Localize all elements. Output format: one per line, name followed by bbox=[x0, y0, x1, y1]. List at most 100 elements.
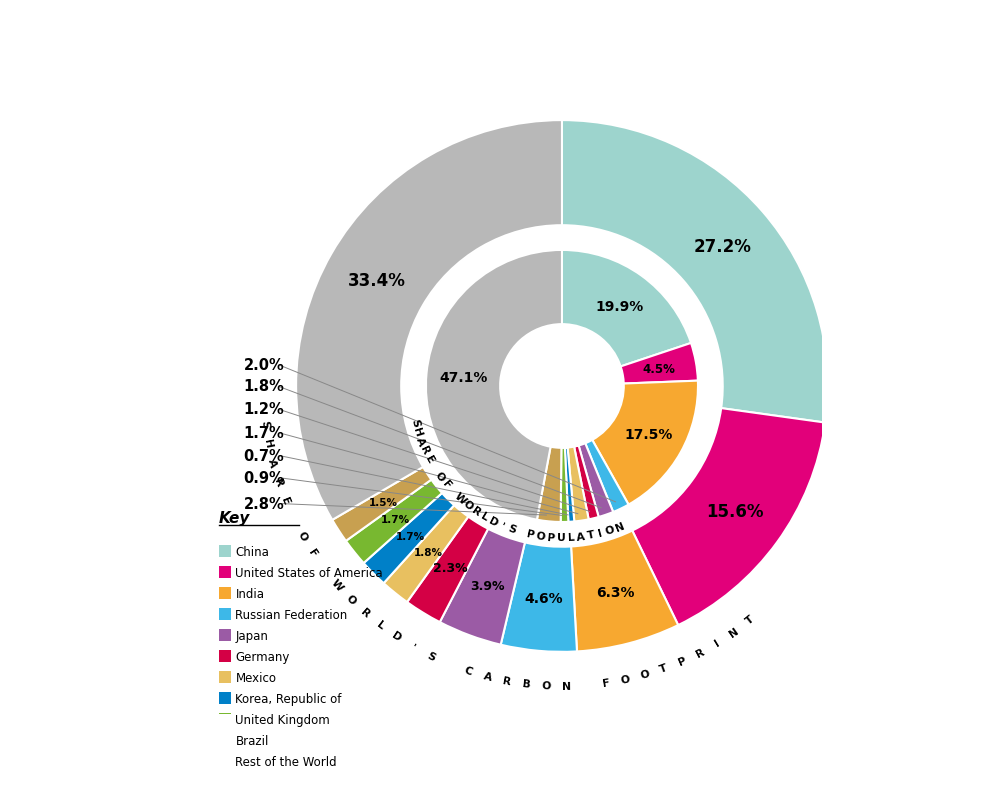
Text: 1.5%: 1.5% bbox=[368, 497, 397, 508]
Bar bbox=[219, 566, 231, 578]
Text: Japan: Japan bbox=[235, 629, 268, 642]
Text: ': ' bbox=[410, 642, 418, 652]
Text: S: S bbox=[409, 417, 420, 427]
Text: O: O bbox=[433, 470, 447, 483]
Text: R: R bbox=[272, 476, 284, 488]
Text: 4.5%: 4.5% bbox=[643, 363, 676, 375]
Text: E: E bbox=[279, 496, 291, 506]
Bar bbox=[219, 650, 231, 662]
Text: D: D bbox=[487, 515, 500, 528]
Bar bbox=[219, 692, 231, 704]
Text: H: H bbox=[262, 438, 273, 449]
Text: R: R bbox=[470, 504, 482, 517]
Text: 0.7%: 0.7% bbox=[244, 448, 284, 463]
Text: 1.8%: 1.8% bbox=[244, 379, 284, 394]
Text: L: L bbox=[375, 619, 386, 631]
Text: 1.7%: 1.7% bbox=[381, 515, 410, 525]
Wedge shape bbox=[592, 381, 698, 505]
Text: S: S bbox=[426, 650, 437, 662]
Text: Korea, Republic of: Korea, Republic of bbox=[235, 692, 342, 705]
Text: 17.5%: 17.5% bbox=[624, 427, 672, 442]
Text: 1.8%: 1.8% bbox=[414, 547, 443, 557]
Text: Mexico: Mexico bbox=[235, 670, 276, 684]
Wedge shape bbox=[501, 543, 577, 652]
Wedge shape bbox=[632, 408, 825, 626]
Bar bbox=[219, 713, 231, 726]
Text: R: R bbox=[502, 675, 512, 687]
Wedge shape bbox=[565, 448, 574, 522]
Wedge shape bbox=[579, 444, 613, 517]
Text: 2.8%: 2.8% bbox=[244, 496, 284, 512]
Wedge shape bbox=[585, 440, 629, 512]
Text: T: T bbox=[744, 614, 756, 626]
Wedge shape bbox=[571, 531, 678, 651]
Wedge shape bbox=[562, 121, 828, 423]
Text: 1.7%: 1.7% bbox=[244, 425, 284, 440]
Text: 47.1%: 47.1% bbox=[439, 371, 488, 384]
Text: C: C bbox=[463, 665, 474, 677]
Text: 3.9%: 3.9% bbox=[471, 580, 505, 593]
Text: O: O bbox=[344, 592, 357, 606]
Wedge shape bbox=[440, 529, 525, 645]
Text: D: D bbox=[390, 630, 403, 643]
Text: United States of America: United States of America bbox=[235, 566, 383, 579]
Text: F: F bbox=[440, 478, 452, 490]
Text: P: P bbox=[676, 654, 688, 667]
Text: W: W bbox=[452, 491, 468, 506]
Text: F: F bbox=[601, 678, 610, 688]
Text: R: R bbox=[694, 646, 706, 658]
Text: 15.6%: 15.6% bbox=[706, 503, 763, 520]
Text: S: S bbox=[506, 523, 517, 535]
Text: O: O bbox=[620, 674, 631, 685]
Text: O: O bbox=[296, 530, 309, 543]
Text: L: L bbox=[567, 533, 575, 543]
Text: A: A bbox=[576, 531, 586, 542]
Text: N: N bbox=[614, 520, 626, 533]
Text: I: I bbox=[713, 638, 722, 648]
Text: A: A bbox=[482, 670, 493, 683]
Text: Russian Federation: Russian Federation bbox=[235, 608, 348, 621]
Bar bbox=[219, 671, 231, 683]
Wedge shape bbox=[562, 250, 691, 367]
Text: 1.7%: 1.7% bbox=[396, 532, 425, 541]
Text: W: W bbox=[329, 577, 345, 593]
Text: O: O bbox=[639, 668, 650, 680]
Text: Rest of the World: Rest of the World bbox=[235, 755, 337, 768]
Bar bbox=[219, 630, 231, 642]
Text: N: N bbox=[562, 681, 571, 691]
Text: L: L bbox=[479, 510, 490, 522]
Wedge shape bbox=[364, 493, 454, 583]
Text: E: E bbox=[423, 454, 435, 465]
Text: T: T bbox=[658, 662, 669, 674]
Wedge shape bbox=[537, 448, 561, 522]
Text: O: O bbox=[604, 524, 616, 536]
Text: H: H bbox=[411, 426, 424, 438]
Text: 1.2%: 1.2% bbox=[244, 402, 284, 417]
Text: P: P bbox=[526, 529, 536, 541]
Text: R: R bbox=[359, 606, 372, 619]
Text: Key: Key bbox=[219, 510, 250, 525]
Text: R: R bbox=[418, 444, 431, 456]
Text: U: U bbox=[556, 533, 565, 543]
Wedge shape bbox=[296, 121, 562, 520]
Text: 6.3%: 6.3% bbox=[596, 585, 635, 600]
Text: P: P bbox=[547, 532, 555, 543]
Text: N: N bbox=[727, 625, 741, 638]
Wedge shape bbox=[574, 446, 599, 520]
Bar bbox=[219, 755, 231, 768]
Text: Germany: Germany bbox=[235, 650, 290, 662]
Text: A: A bbox=[415, 435, 427, 447]
Text: B: B bbox=[522, 678, 531, 690]
Text: 33.4%: 33.4% bbox=[348, 271, 406, 290]
Bar bbox=[219, 608, 231, 621]
Bar bbox=[219, 734, 231, 747]
Text: T: T bbox=[586, 529, 596, 541]
Bar bbox=[219, 587, 231, 600]
Wedge shape bbox=[568, 447, 589, 522]
Wedge shape bbox=[346, 480, 442, 563]
Text: 2.3%: 2.3% bbox=[433, 561, 468, 574]
Text: United Kingdom: United Kingdom bbox=[235, 713, 330, 726]
Text: India: India bbox=[235, 587, 264, 600]
Wedge shape bbox=[384, 505, 468, 602]
Text: F: F bbox=[307, 547, 319, 559]
